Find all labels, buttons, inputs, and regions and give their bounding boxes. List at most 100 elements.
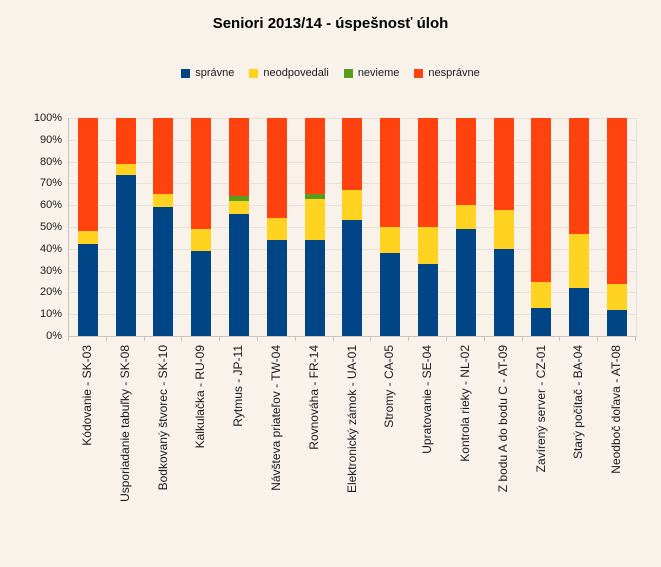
- bar-segment-správne: [569, 288, 590, 336]
- x-axis-label: Starý počítač - BA-04: [571, 345, 586, 460]
- x-axis-label: Neodboč doľava - AT-08: [609, 345, 624, 474]
- axis-tick: [408, 337, 410, 341]
- bar-segment-neodpovedali: [531, 281, 552, 308]
- bars-group: [69, 118, 636, 336]
- bar-segment-nesprávne: [77, 118, 98, 232]
- plot-area: [68, 118, 637, 337]
- bar-segment-správne: [607, 309, 628, 336]
- legend: správne neodpovedali nevieme nesprávne: [0, 67, 661, 79]
- legend-item: nevieme: [343, 67, 399, 79]
- bar: [115, 118, 136, 336]
- x-axis-label: Usporiadanie tabuľky - SK-08: [117, 345, 132, 502]
- legend-item: neodpovedali: [249, 67, 329, 79]
- bar: [418, 118, 439, 336]
- legend-swatch-icon: [249, 68, 259, 78]
- bar-segment-neodpovedali: [153, 194, 174, 208]
- bar-segment-nesprávne: [380, 118, 401, 228]
- chart-title: Seniori 2013/14 - úspešnosť úloh: [212, 15, 449, 32]
- bar-segment-neodpovedali: [342, 189, 363, 221]
- x-axis-label: Zavírený server - CZ-01: [533, 345, 548, 473]
- bar-segment-neodpovedali: [191, 229, 212, 251]
- axis-tick: [559, 337, 561, 341]
- bar-segment-správne: [455, 229, 476, 336]
- axis-tick: [257, 337, 258, 341]
- y-axis-label: 10%: [39, 308, 62, 321]
- y-axis-label: 70%: [39, 177, 62, 190]
- bar-segment-správne: [77, 244, 98, 336]
- x-axis-label: Elektronický zámok - UA-01: [344, 345, 359, 494]
- y-axis-label: 90%: [39, 133, 62, 146]
- x-axis-label: Kódovanie - SK-03: [79, 345, 94, 446]
- x-axis-label: Kontrola rieky - NL-02: [457, 345, 472, 462]
- axis-tick: [294, 337, 296, 341]
- bar-segment-správne: [531, 307, 552, 336]
- bar-segment-nesprávne: [455, 118, 476, 206]
- axis-tick: [446, 337, 447, 341]
- axis-tick: [68, 337, 69, 341]
- bar-segment-nesprávne: [266, 118, 287, 219]
- bar: [569, 118, 590, 336]
- bar-segment-správne: [115, 174, 136, 336]
- bar-segment-nesprávne: [493, 118, 514, 210]
- bar-segment-správne: [191, 250, 212, 336]
- bar: [191, 118, 212, 336]
- bar: [342, 118, 363, 336]
- bar-segment-nesprávne: [342, 118, 363, 190]
- axis-tick: [181, 337, 183, 341]
- bar-segment-správne: [153, 207, 174, 336]
- y-axis-label: 100%: [33, 112, 62, 124]
- x-axis-label: Rytmus - JP-11: [231, 345, 246, 427]
- y-axis-label: 40%: [39, 242, 62, 255]
- legend-label: neodpovedali: [263, 67, 329, 79]
- x-axis-label: Kalkulačka - RU-09: [193, 345, 208, 449]
- bar: [455, 118, 476, 336]
- bar: [304, 118, 325, 336]
- bar-segment-nesprávne: [304, 118, 325, 195]
- y-axis-label: 20%: [39, 286, 62, 299]
- bar-segment-neodpovedali: [266, 218, 287, 241]
- x-axis-label: Upratovanie - SE-04: [420, 345, 435, 454]
- legend-item: správne: [181, 67, 234, 79]
- bar-segment-nesprávne: [115, 118, 136, 164]
- axis-tick: [521, 337, 523, 341]
- bar-segment-správne: [493, 248, 514, 336]
- bar-segment-neodpovedali: [304, 198, 325, 241]
- bar: [380, 118, 401, 336]
- axis-tick: [483, 337, 485, 341]
- bar-segment-nevieme: [229, 196, 250, 201]
- y-axis-label: 80%: [39, 155, 62, 168]
- x-axis-label: Rovnováha - FR-14: [306, 345, 321, 450]
- bar: [493, 118, 514, 336]
- axis-tick: [143, 337, 145, 341]
- axis-tick: [597, 337, 599, 341]
- bar-segment-neodpovedali: [418, 227, 439, 265]
- bar-segment-neodpovedali: [380, 227, 401, 254]
- bar-segment-nevieme: [304, 194, 325, 199]
- bar-segment-správne: [266, 240, 287, 336]
- bar-segment-neodpovedali: [77, 231, 98, 245]
- legend-item: nesprávne: [414, 67, 480, 79]
- y-axis-label: 50%: [39, 221, 62, 233]
- x-axis-label: Z bodu A do bodu C - AT-09: [495, 345, 510, 493]
- legend-swatch-icon: [181, 68, 191, 78]
- bar-segment-správne: [304, 240, 325, 336]
- legend-label: správne: [195, 67, 235, 79]
- axis-tick: [105, 337, 107, 341]
- bar-segment-neodpovedali: [493, 209, 514, 249]
- bar-segment-správne: [418, 264, 439, 336]
- bar-segment-správne: [342, 220, 363, 336]
- bar-segment-neodpovedali: [455, 205, 476, 230]
- legend-swatch-icon: [414, 68, 424, 78]
- legend-swatch-icon: [343, 68, 353, 78]
- bar-segment-nesprávne: [569, 118, 590, 234]
- bar-segment-neodpovedali: [569, 233, 590, 289]
- legend-label: nesprávne: [428, 67, 480, 79]
- bar-segment-nesprávne: [531, 118, 552, 282]
- y-axis-label: 0%: [46, 330, 62, 342]
- bar-segment-neodpovedali: [229, 200, 250, 214]
- bar-segment-neodpovedali: [115, 163, 136, 175]
- bar-segment-neodpovedali: [607, 283, 628, 310]
- bar: [531, 118, 552, 336]
- y-axis-label: 30%: [39, 264, 62, 277]
- bar: [153, 118, 174, 336]
